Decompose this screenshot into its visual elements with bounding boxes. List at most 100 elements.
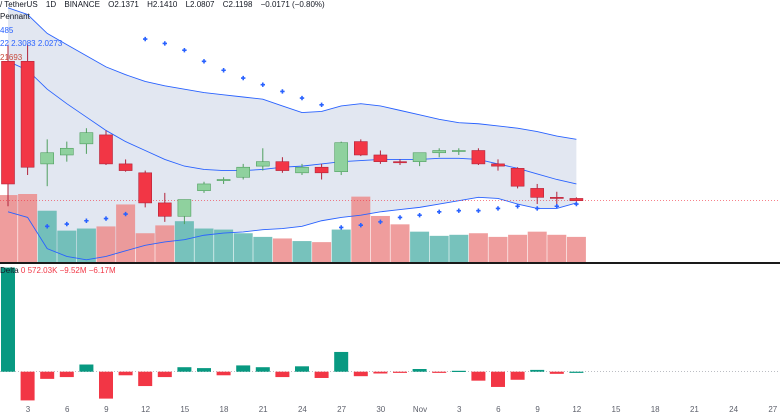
bollinger-legend-line3[interactable]: 21693	[0, 53, 23, 62]
delta-bar	[255, 367, 270, 372]
volume-bar	[488, 236, 508, 262]
sar-marker	[378, 219, 383, 225]
volume-bar	[292, 241, 312, 262]
time-axis-label: 18	[650, 405, 660, 414]
volume-bar	[96, 226, 116, 262]
delta-bar	[373, 371, 388, 374]
bollinger-lower-line	[7, 196, 577, 261]
candle-body	[549, 197, 564, 199]
delta-legend[interactable]: Delta 0 572.03K −9.52M −6.17M	[0, 266, 116, 276]
delta-bar	[40, 371, 55, 379]
time-axis[interactable]: 3 6 9 12 15 18 21 24 27 30 Nov 3 6 9 12 15 18 21 24 27	[0, 404, 780, 417]
sar-marker	[456, 208, 461, 213]
time-axis-label: 15	[611, 405, 621, 414]
candle-body	[1, 61, 15, 185]
price-chart-pane[interactable]	[0, 0, 780, 262]
volume-bar	[0, 195, 18, 262]
volume-bar	[331, 229, 351, 262]
time-axis-label: 24	[729, 405, 739, 414]
high-value: H2.1410	[147, 0, 178, 9]
volume-bar	[351, 196, 371, 262]
candle-body	[432, 150, 447, 154]
volume-bar	[370, 215, 390, 262]
sar-marker	[260, 82, 265, 87]
time-axis-label: 27	[337, 405, 347, 414]
delta-chart[interactable]	[0, 264, 780, 404]
change-value: −0.0171 (−0.80%)	[260, 0, 325, 9]
sar-marker	[241, 75, 246, 81]
symbol-legend[interactable]: / TetherUS 1D BINANCE O2.1371 H2.1410 L2…	[0, 0, 331, 10]
sar-marker	[535, 206, 540, 211]
delta-bar	[451, 370, 466, 372]
sar-marker	[280, 89, 285, 94]
candle-body	[393, 161, 407, 164]
delta-bar	[334, 351, 349, 372]
time-axis-label: 3	[456, 405, 462, 414]
candle-body	[471, 150, 486, 165]
bollinger-upper-line	[7, 7, 577, 140]
sar-marker	[64, 221, 69, 227]
volume-bar	[468, 233, 488, 262]
delta-bar	[1, 267, 15, 372]
volume-bar	[429, 235, 449, 262]
sar-marker	[574, 201, 579, 207]
delta-bar	[491, 371, 505, 387]
delta-bar	[432, 371, 447, 373]
volume-bar	[272, 238, 292, 262]
sar-marker	[358, 223, 363, 228]
bollinger-legend-line2[interactable]: 22 2.3083 2.0273	[0, 39, 63, 48]
candle-body	[314, 166, 329, 174]
volume-bar	[312, 242, 332, 262]
price-chart[interactable]	[0, 0, 780, 262]
volume-bar	[527, 231, 547, 262]
sar-marker	[437, 209, 442, 215]
volume-bar	[37, 210, 57, 262]
time-axis-label: 9	[104, 405, 109, 414]
delta-bar	[79, 364, 94, 372]
volume-bar	[449, 234, 469, 262]
delta-bar	[549, 371, 564, 374]
time-axis-label: 24	[297, 405, 307, 414]
candle-body	[295, 166, 309, 174]
symbol-name[interactable]: / TetherUS	[0, 0, 38, 9]
sar-marker	[123, 211, 128, 217]
time-axis-label: 21	[258, 405, 268, 414]
candle-body	[59, 147, 74, 156]
candle-body	[255, 161, 270, 167]
volume-bar	[76, 228, 96, 262]
delta-bar	[20, 371, 35, 401]
delta-bar	[314, 371, 329, 378]
volume-bar	[155, 225, 175, 262]
time-axis-label: 21	[689, 405, 699, 414]
delta-bar	[412, 369, 427, 372]
sar-marker	[45, 224, 50, 229]
candle-body	[216, 179, 231, 181]
delta-bar	[275, 371, 290, 378]
volume-bar	[116, 204, 136, 262]
time-axis-label: Nov	[412, 405, 428, 414]
candle-body	[118, 163, 133, 171]
delta-bar	[138, 371, 153, 387]
sar-marker	[299, 95, 305, 101]
delta-bar	[157, 371, 172, 378]
delta-bar	[99, 371, 113, 399]
candle-body	[158, 202, 172, 217]
pennant-indicator-label[interactable]: Pennant	[0, 12, 30, 21]
volume-bar	[174, 221, 194, 262]
delta-bar	[353, 371, 368, 377]
time-axis-label: 12	[572, 405, 582, 414]
low-value: L2.0807	[185, 0, 215, 9]
sar-marker	[162, 41, 167, 46]
delta-bar	[177, 367, 192, 372]
delta-values: 0 572.03K −9.52M −6.17M	[20, 266, 116, 275]
delta-bar	[295, 366, 309, 372]
candle-body	[20, 61, 35, 168]
bollinger-legend-line1[interactable]: 485	[0, 26, 14, 35]
delta-bar	[471, 371, 486, 381]
sar-marker	[182, 47, 187, 53]
delta-indicator-pane[interactable]	[0, 264, 780, 404]
sar-marker	[84, 218, 89, 223]
pane-divider[interactable]	[0, 262, 780, 264]
candle-body	[40, 152, 55, 165]
time-axis-label: 9	[535, 405, 540, 414]
